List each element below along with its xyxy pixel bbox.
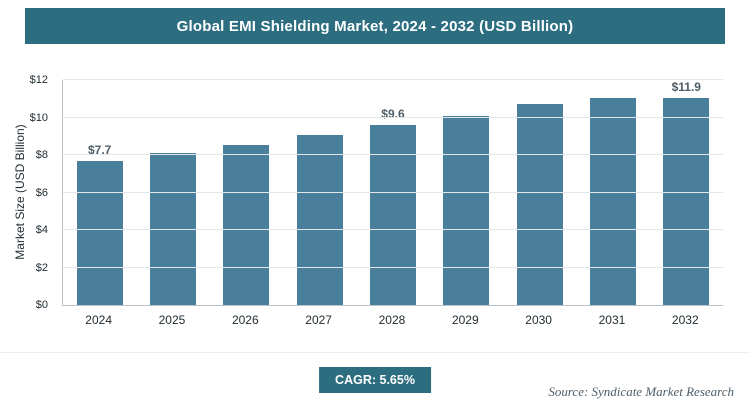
- bar-value-label: $9.6: [381, 107, 405, 121]
- gridline: [63, 266, 723, 268]
- x-tick-label: 2025: [158, 313, 186, 327]
- chart-title-bar: Global EMI Shielding Market, 2024 - 2032…: [25, 8, 725, 44]
- y-tick-label: $6: [35, 186, 48, 199]
- cagr-badge: CAGR: 5.65%: [319, 367, 431, 393]
- bar-column: [283, 80, 356, 305]
- x-axis: 2024 2025 2026 2027 2028 2029 2030 2031 2032: [62, 313, 722, 327]
- y-tick-label: $8: [35, 149, 48, 162]
- bar: [589, 97, 636, 305]
- x-tick-label: 2026: [231, 313, 259, 327]
- plot-area: $7.7 $9.6 $11.9: [62, 79, 723, 306]
- gridline: [63, 191, 723, 193]
- footer-divider: [0, 352, 750, 353]
- x-tick-label: 2024: [85, 313, 112, 327]
- gridline: [63, 116, 723, 118]
- y-tick-label: $10: [29, 111, 48, 124]
- bar-column: [430, 80, 503, 305]
- y-tick-label: $12: [29, 74, 48, 86]
- chart-title: Global EMI Shielding Market, 2024 - 2032…: [176, 17, 574, 35]
- gridline: [63, 154, 723, 156]
- bars-container: $7.7 $9.6 $11.9: [63, 80, 723, 305]
- y-axis: $0 $2 $4 $6 $8 $10 $12: [0, 74, 56, 311]
- x-tick-label: 2028: [378, 313, 406, 327]
- y-tick-label: $0: [35, 299, 48, 311]
- x-tick-label: 2029: [451, 313, 479, 327]
- source-credit: Source: Syndicate Market Research: [548, 384, 734, 399]
- bar: [369, 125, 416, 305]
- x-tick-label: 2030: [525, 313, 552, 327]
- bar: [663, 98, 710, 305]
- bar: [223, 144, 270, 305]
- bar-column: [210, 80, 283, 305]
- bar-column: $7.7: [63, 80, 136, 305]
- bar-column: [503, 80, 576, 305]
- bar-column: $11.9: [650, 80, 723, 305]
- gridline: [63, 79, 723, 80]
- bar: [76, 160, 123, 305]
- y-tick-label: $2: [35, 261, 48, 274]
- bar-column: [576, 80, 649, 305]
- bar: [296, 135, 343, 305]
- bar: [516, 104, 563, 305]
- x-tick-label: 2027: [305, 313, 332, 327]
- bar-value-label: $7.7: [87, 142, 112, 157]
- x-tick-label: 2032: [671, 313, 699, 327]
- bar-column: [136, 80, 209, 305]
- bar-value-label: $11.9: [671, 80, 701, 94]
- x-tick-label: 2031: [598, 313, 626, 327]
- bar: [443, 115, 490, 305]
- gridline: [63, 229, 723, 231]
- bar-column: $9.6: [356, 80, 429, 305]
- y-tick-label: $4: [35, 224, 48, 237]
